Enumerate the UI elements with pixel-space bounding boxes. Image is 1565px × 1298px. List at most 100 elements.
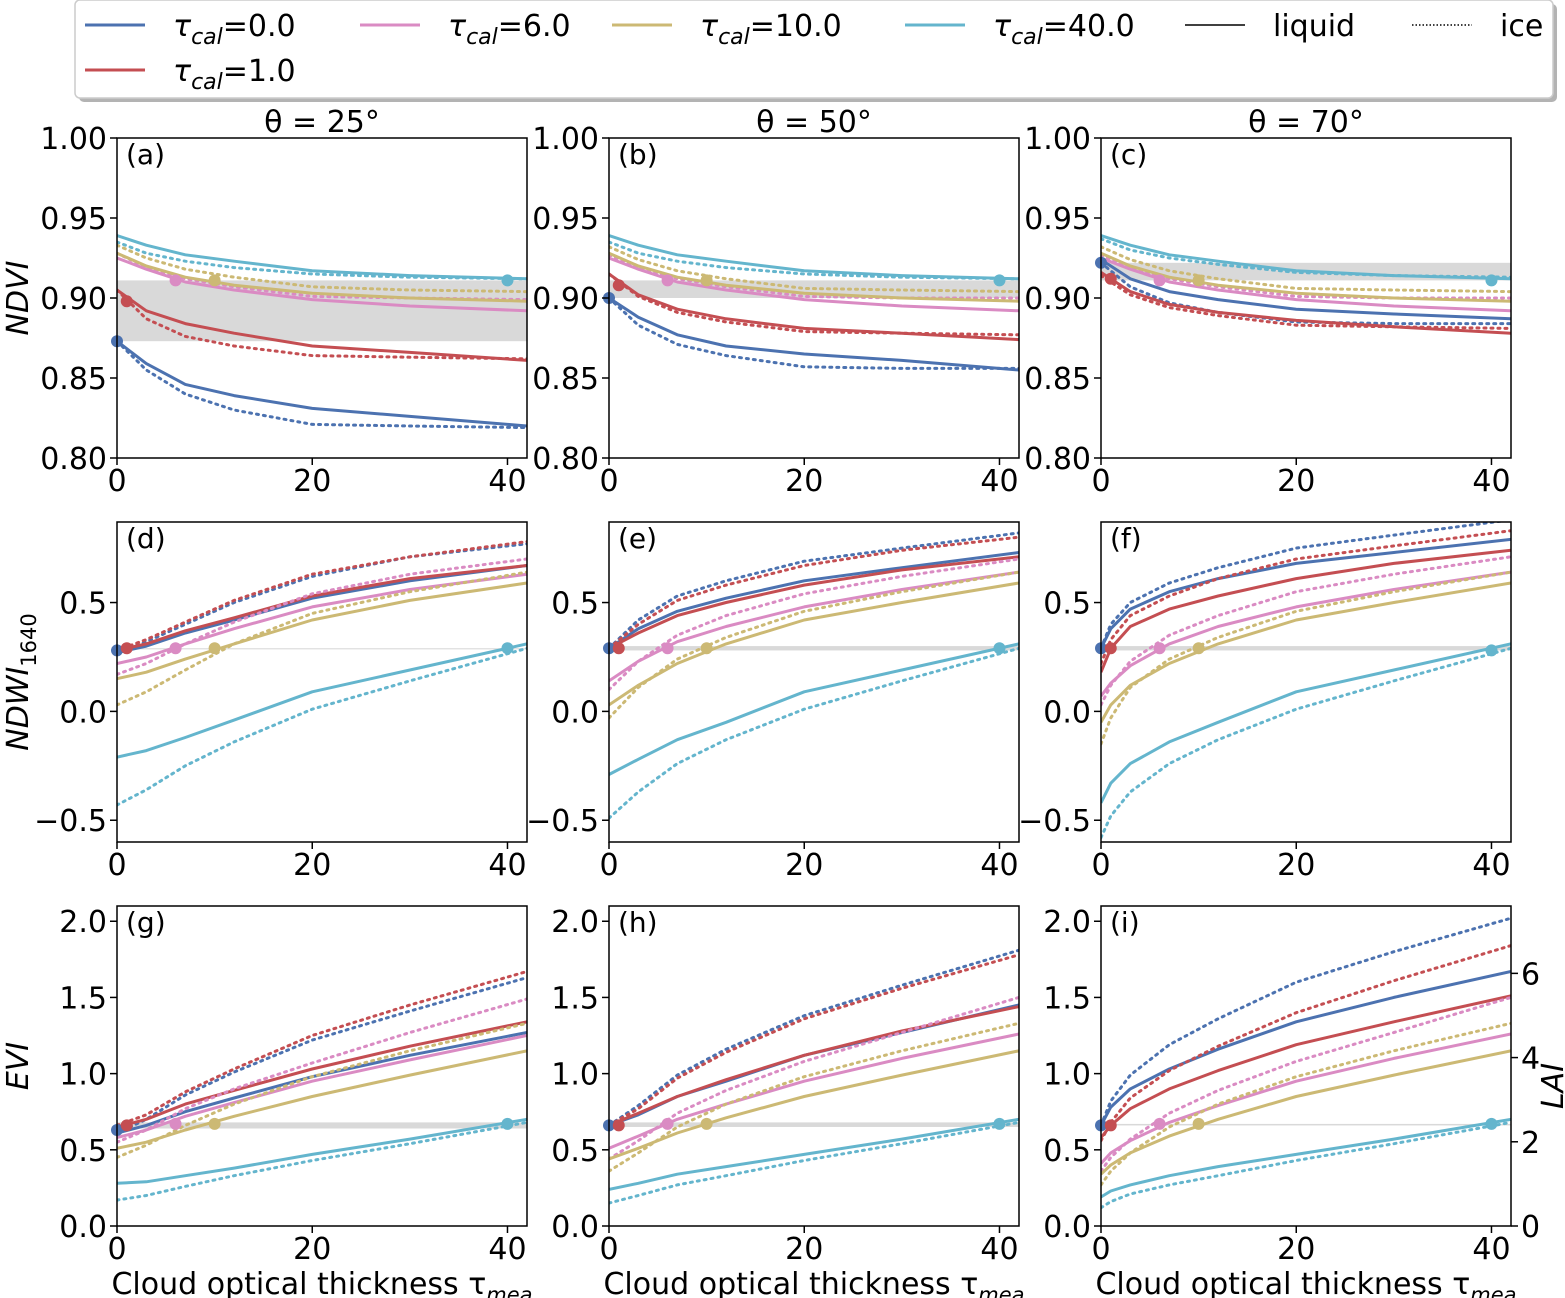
series-line-tau10_0-ice xyxy=(609,1021,1019,1173)
panel-f: 0 20 40 −0.5 0.0 0.5 (f) xyxy=(1018,521,1512,883)
series-line-tau6_0-liquid xyxy=(1101,1032,1511,1165)
x-tick-label: 0 xyxy=(107,848,126,883)
panel-i: 0 20 40 0.0 0.5 1.0 1.5 2.0 0 2 4 6 LAI (i) Cloud opti… xyxy=(1043,905,1565,1298)
y-tick-label: 0.90 xyxy=(532,282,599,317)
series-line-tau6_0-liquid xyxy=(609,256,1019,313)
legend-entry: τcal=40.0 xyxy=(905,9,1135,50)
series-line-tau6_0-ice xyxy=(609,557,1019,692)
y-tick-label: 1.5 xyxy=(551,981,599,1016)
calibration-marker xyxy=(700,274,713,287)
series-line-tau0_0-liquid xyxy=(117,340,527,428)
x-tick-label: 40 xyxy=(980,464,1018,499)
x-tick-label: 40 xyxy=(488,848,526,883)
calibration-marker xyxy=(1485,1117,1498,1130)
x-axis-label: Cloud optical thickness τmea xyxy=(1095,1267,1516,1298)
y-tick-label: 0.95 xyxy=(40,202,107,237)
y-tick-label: 1.00 xyxy=(532,122,599,157)
x-tick-label: 20 xyxy=(1277,464,1315,499)
series-line-tau6_0-ice xyxy=(117,997,527,1144)
series-line-tau1_0-liquid xyxy=(117,564,527,652)
series-line-tau0_0-liquid xyxy=(609,296,1019,372)
x-tick-label: 40 xyxy=(980,848,1018,883)
x-tick-label: 20 xyxy=(293,464,331,499)
series-line-tau6_0-ice xyxy=(1101,253,1511,300)
series-line-tau1_0-ice xyxy=(609,953,1019,1127)
series-line-tau40_0-liquid xyxy=(609,1117,1019,1191)
y-tick-label: 0.95 xyxy=(532,202,599,237)
plot-frame xyxy=(1100,905,1512,1227)
calibration-marker xyxy=(208,274,221,287)
series-line-tau6_0-ice xyxy=(609,253,1019,300)
calibration-marker xyxy=(1153,642,1166,655)
series-line-tau6_0-liquid xyxy=(117,1034,527,1140)
x-tick-label: 0 xyxy=(599,1232,618,1267)
calibration-marker xyxy=(169,1117,182,1130)
y-tick-label: 0.0 xyxy=(1043,695,1091,730)
series-line-tau40_0-liquid xyxy=(609,234,1019,281)
series-line-tau10_0-liquid xyxy=(609,251,1019,303)
calibration-marker xyxy=(661,274,674,287)
series-line-tau0_0-ice xyxy=(117,976,527,1135)
series-line-tau40_0-liquid xyxy=(609,642,1019,776)
series-line-tau1_0-ice xyxy=(609,535,1019,650)
panel-letter: (e) xyxy=(618,522,657,555)
y-tick-label: 1.00 xyxy=(1024,122,1091,157)
calibration-marker xyxy=(169,274,182,287)
series-line-tau1_0-ice xyxy=(117,970,527,1127)
series-line-tau10_0-ice xyxy=(117,1021,527,1159)
calibration-marker xyxy=(1192,274,1205,287)
x-tick-label: 20 xyxy=(293,848,331,883)
series-line-tau0_0-liquid xyxy=(1101,258,1511,321)
series-line-tau6_0-liquid xyxy=(1101,256,1511,313)
panel-letter: (i) xyxy=(1110,906,1140,939)
calibration-marker xyxy=(501,1117,514,1130)
calibration-marker xyxy=(612,1119,625,1132)
legend: τcal=0.0 τcal=6.0 τcal=10.0 τcal=40.0 liquid… xyxy=(74,0,1557,102)
calibration-marker xyxy=(1153,274,1166,287)
calibration-marker xyxy=(208,1117,221,1130)
y-tick-label: 0.5 xyxy=(551,1134,599,1169)
series-line-tau40_0-ice xyxy=(117,1120,527,1202)
x-tick-label: 40 xyxy=(488,464,526,499)
series-line-tau0_0-ice xyxy=(609,948,1019,1127)
series-line-tau0_0-ice xyxy=(609,296,1019,370)
series-line-tau0_0-liquid xyxy=(1101,537,1511,649)
series-line-tau40_0-liquid xyxy=(1101,1117,1511,1199)
y-tick-label: 0.0 xyxy=(59,695,107,730)
reference-band xyxy=(1101,1123,1511,1126)
plot-frame xyxy=(116,521,528,843)
right-y-tick-label: 6 xyxy=(1521,957,1540,992)
series-line-tau40_0-ice xyxy=(609,240,1019,281)
calibration-marker xyxy=(700,642,713,655)
x-tick-label: 40 xyxy=(1472,848,1510,883)
x-axis-label: Cloud optical thickness τmea xyxy=(111,1267,532,1298)
panel-e: 0 20 40 −0.5 0.0 0.5 (e) xyxy=(526,521,1020,883)
series-line-tau40_0-ice xyxy=(1101,237,1511,279)
calibration-marker xyxy=(993,274,1006,287)
y-tick-label: 1.0 xyxy=(59,1058,107,1093)
legend-frame xyxy=(74,0,1554,99)
y-tick-label: 0.5 xyxy=(551,587,599,622)
calibration-marker xyxy=(993,642,1006,655)
series-line-tau1_0-liquid xyxy=(609,1005,1019,1127)
y-tick-label: 1.0 xyxy=(551,1058,599,1093)
series-line-tau10_0-liquid xyxy=(117,251,527,303)
x-tick-label: 20 xyxy=(293,1232,331,1267)
legend-entry: τcal=6.0 xyxy=(360,9,571,50)
y-tick-label: 2.0 xyxy=(1043,905,1091,940)
column-title-1: θ = 25° xyxy=(264,105,380,140)
plot-frame xyxy=(1100,521,1512,843)
legend-entry: τcal=10.0 xyxy=(612,9,842,50)
y-tick-label: 1.5 xyxy=(1043,981,1091,1016)
y-axis-label: NDVI xyxy=(1,260,36,335)
series-line-tau6_0-liquid xyxy=(117,572,527,665)
series-line-tau1_0-ice xyxy=(117,288,527,361)
reference-band xyxy=(117,280,527,342)
y-tick-label: 0.0 xyxy=(551,1210,599,1245)
legend-label: τcal=40.0 xyxy=(993,9,1135,50)
x-tick-label: 0 xyxy=(1091,1232,1110,1267)
reference-band xyxy=(1101,646,1511,651)
panel-b: 0 20 40 0.80 0.85 0.90 0.95 1.00 (b) xyxy=(532,122,1020,499)
series-line-tau10_0-liquid xyxy=(1101,251,1511,303)
